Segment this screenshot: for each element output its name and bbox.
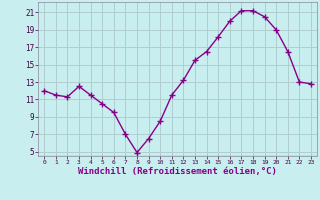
X-axis label: Windchill (Refroidissement éolien,°C): Windchill (Refroidissement éolien,°C)	[78, 167, 277, 176]
